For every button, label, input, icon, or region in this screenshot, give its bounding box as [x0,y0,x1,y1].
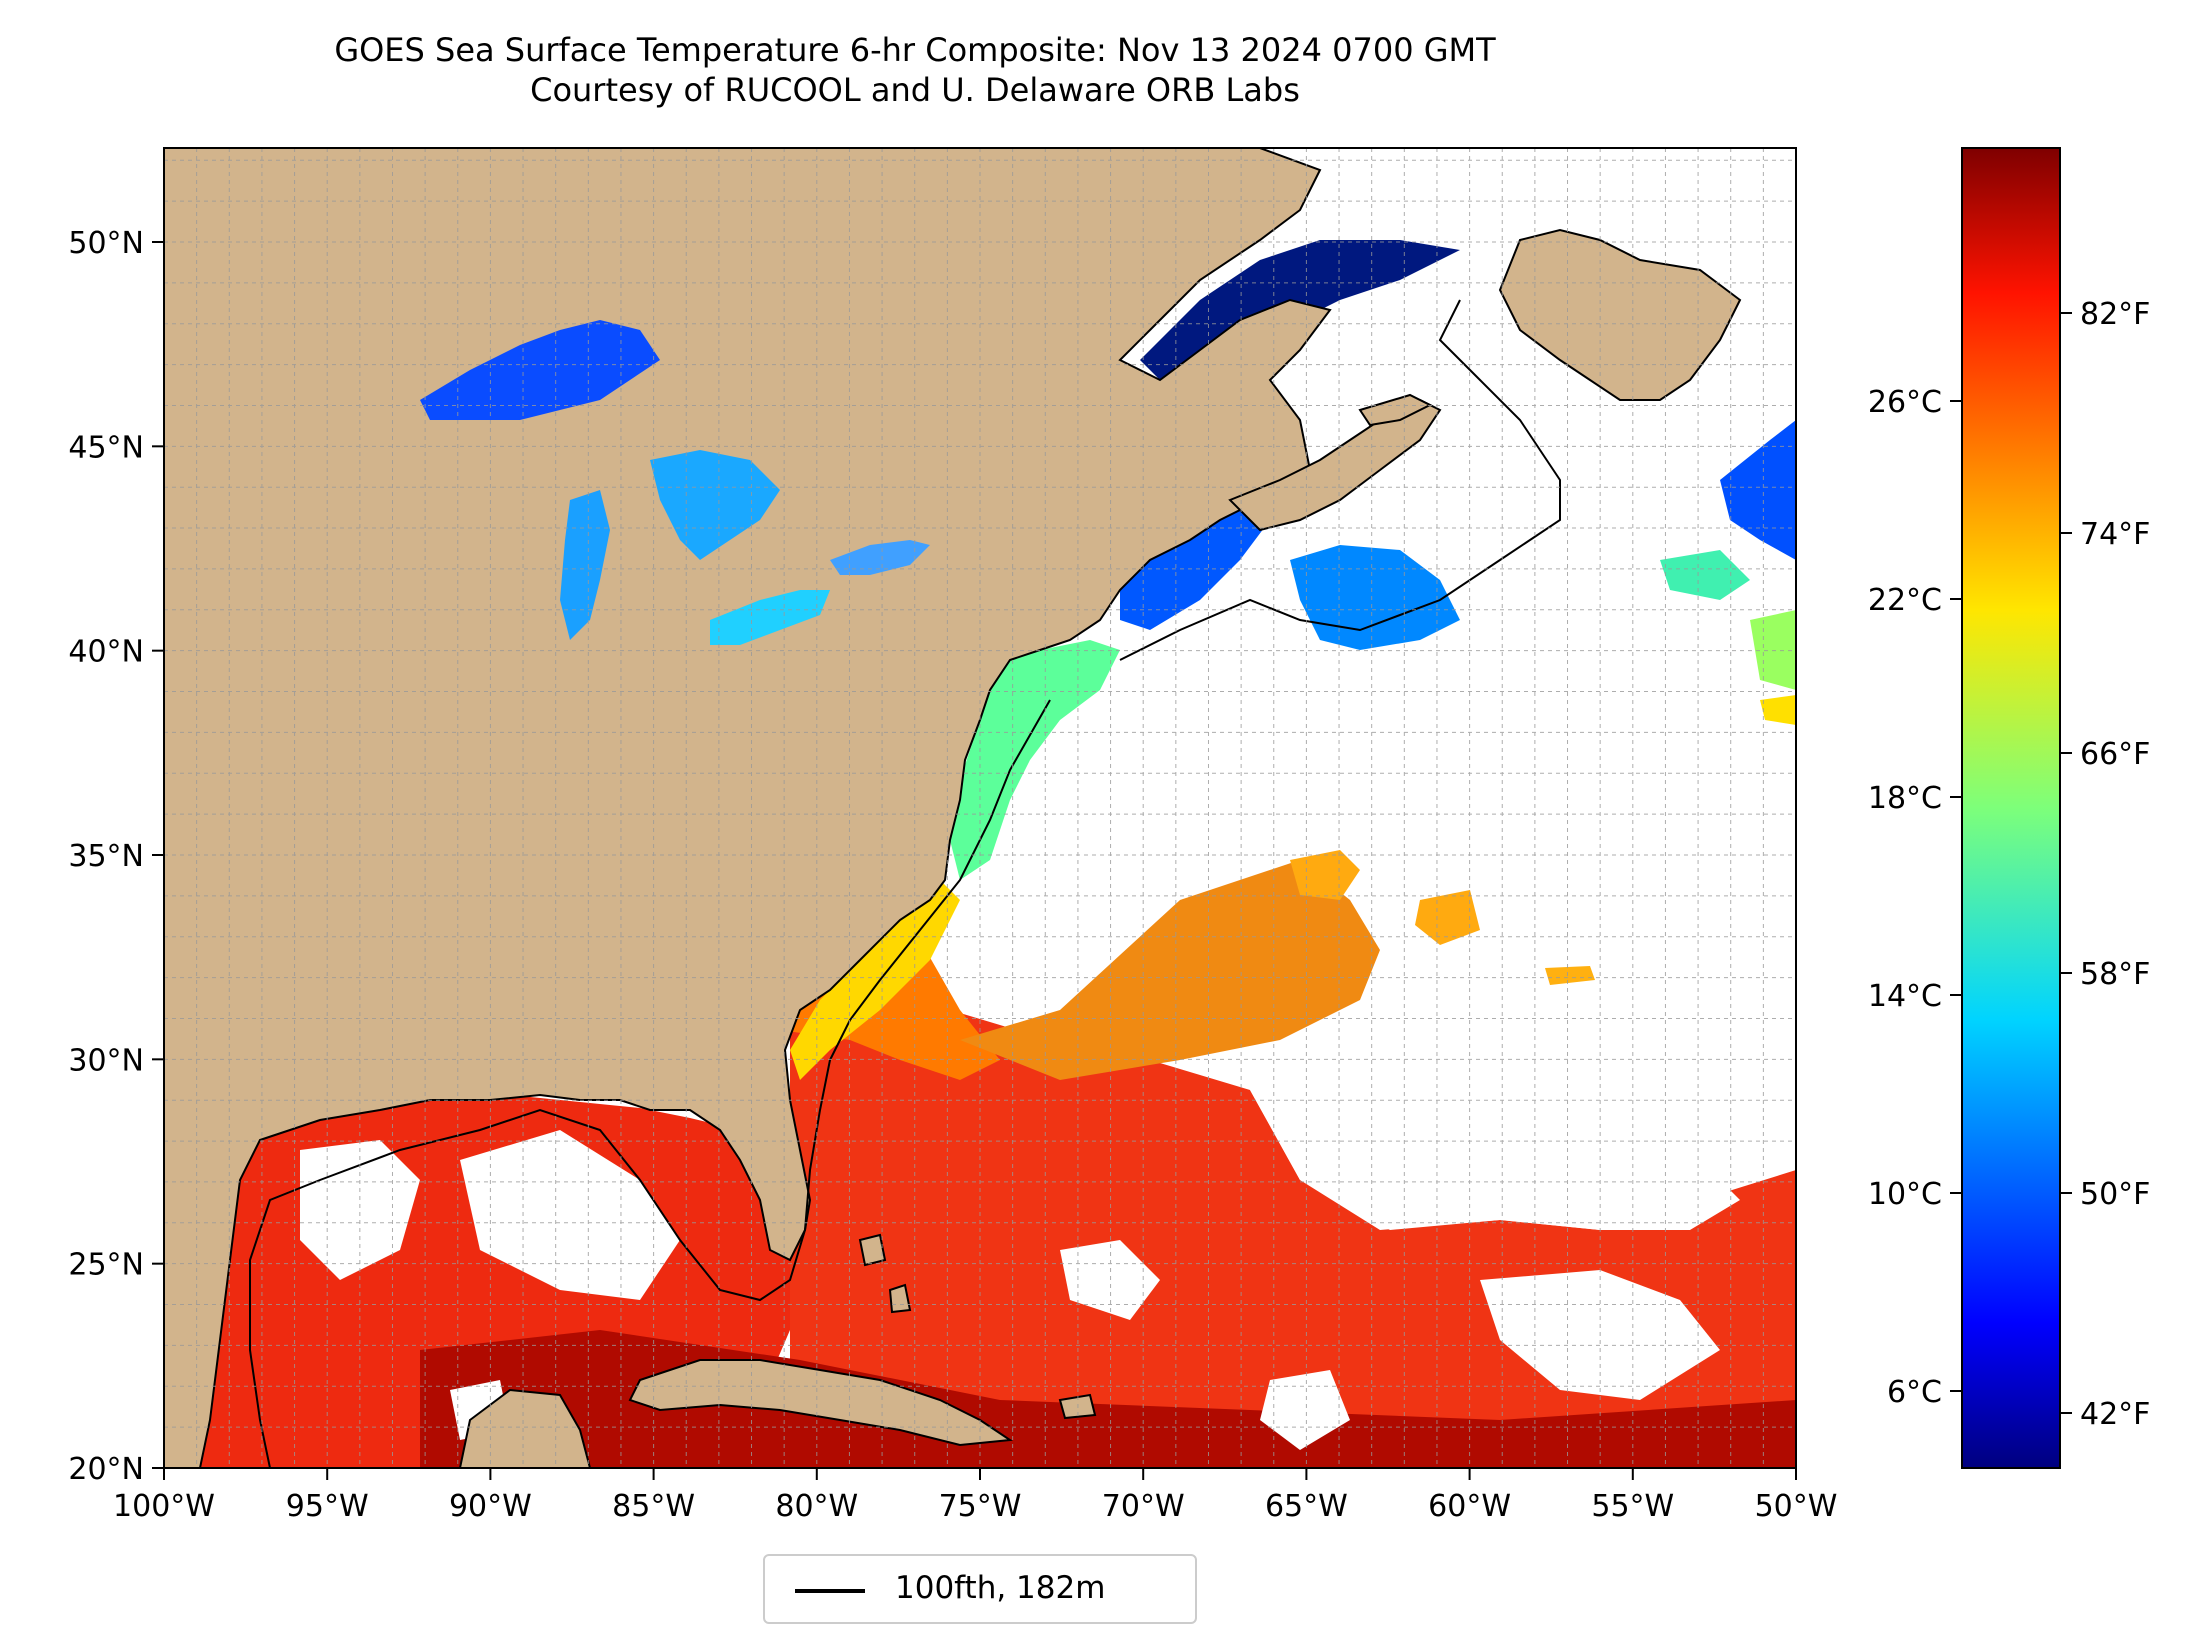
lon-tick-label: 100°W [113,1489,215,1524]
colorbar-c-label: 22°C [1868,583,1942,618]
lon-tick-label: 70°W [1102,1489,1185,1524]
lat-tick-label: 50°N [68,226,144,261]
axis-ticks: 100°W 95°W 90°W 85°W 80°W 75°W 70°W 65°W 60°W 55°… [68,226,1837,1524]
cloud-gaps-atlantic-3 [1060,1240,1160,1320]
lat-tick-label: 40°N [68,635,144,670]
lake-superior [420,320,660,420]
sst-field-scotian-shelf [1290,545,1460,650]
isobath-100fth-northeast [1119,299,1561,661]
cloud-gaps-gulf-2 [460,1130,680,1300]
map-title: GOES Sea Surface Temperature 6-hr Compos… [334,31,1496,69]
lon-tick-label: 90°W [449,1489,532,1524]
colorbar-c-label: 18°C [1868,781,1942,816]
colorbar-c-label: 10°C [1868,1177,1942,1212]
legend-line-sample [795,1589,865,1593]
land-bahamas [858,1233,1097,1420]
colorbar-f-label: 82°F [2080,297,2150,332]
land-nova-scotia [1228,398,1442,532]
lat-tick-label: 35°N [68,839,144,874]
sst-patch-orange [1290,850,1360,900]
lat-tick-label: 25°N [68,1248,144,1283]
lon-tick-label: 65°W [1265,1489,1348,1524]
sst-field-grand-banks-2 [1660,550,1750,600]
lon-tick-label: 60°W [1428,1489,1511,1524]
lake-michigan [560,490,610,640]
land-prince-edward-island [1358,393,1433,427]
lat-tick-label: 30°N [68,1043,144,1078]
lon-tick-label: 75°W [939,1489,1022,1524]
sst-field-gulf-of-maine [1120,490,1270,630]
sst-patch-orange-3 [1545,966,1595,985]
sst-field-southeast-coast [790,880,960,1080]
cloud-gaps-atlantic [1250,1070,1740,1230]
sst-patch-yellow [1760,695,1796,725]
colorbar-f-label: 58°F [2080,957,2150,992]
lake-erie [710,590,830,645]
colorbar-c-label: 6°C [1887,1375,1942,1410]
lon-tick-label: 95°W [286,1489,369,1524]
colorbar-c-label: 26°C [1868,385,1942,420]
lat-tick-label: 20°N [68,1452,144,1487]
colorbar-c-label: 14°C [1868,979,1942,1014]
sst-patch-orange-2 [1415,890,1480,945]
colorbar-f-label: 42°F [2080,1397,2150,1432]
lake-huron [650,450,780,560]
legend: 100fth, 182m [763,1554,1197,1624]
cloud-gaps-gulf [300,1140,420,1280]
map-gridlines [164,148,1796,1468]
cloud-gaps-atlantic-4 [1260,1370,1350,1450]
sst-field-grand-banks [1720,420,1796,560]
colorbar-f-label: 66°F [2080,737,2150,772]
legend-label: 100fth, 182m [895,1570,1106,1606]
map-subtitle: Courtesy of RUCOOL and U. Delaware ORB L… [530,71,1300,109]
isobath-100fth [249,699,1051,1468]
lon-tick-label: 85°W [612,1489,695,1524]
lon-tick-label: 80°W [775,1489,858,1524]
sst-field-grand-banks-3 [1750,610,1796,690]
lat-tick-label: 45°N [68,430,144,465]
land-newfoundland [1498,228,1742,401]
colorbar [1961,147,2061,1469]
land-yucatan [458,1388,592,1468]
colorbar-f-label: 74°F [2080,517,2150,552]
lon-tick-label: 50°W [1755,1489,1838,1524]
lake-ontario [830,540,930,575]
map-area [164,148,1796,1468]
colorbar-ticks: 42°F 50°F 58°F 66°F 74°F 82°F 6°C 10°C 14°C 18°C 2… [1868,297,2151,1432]
colorbar-f-label: 50°F [2080,1177,2150,1212]
lon-tick-label: 55°W [1591,1489,1674,1524]
sst-field-sargasso [960,860,1380,1080]
